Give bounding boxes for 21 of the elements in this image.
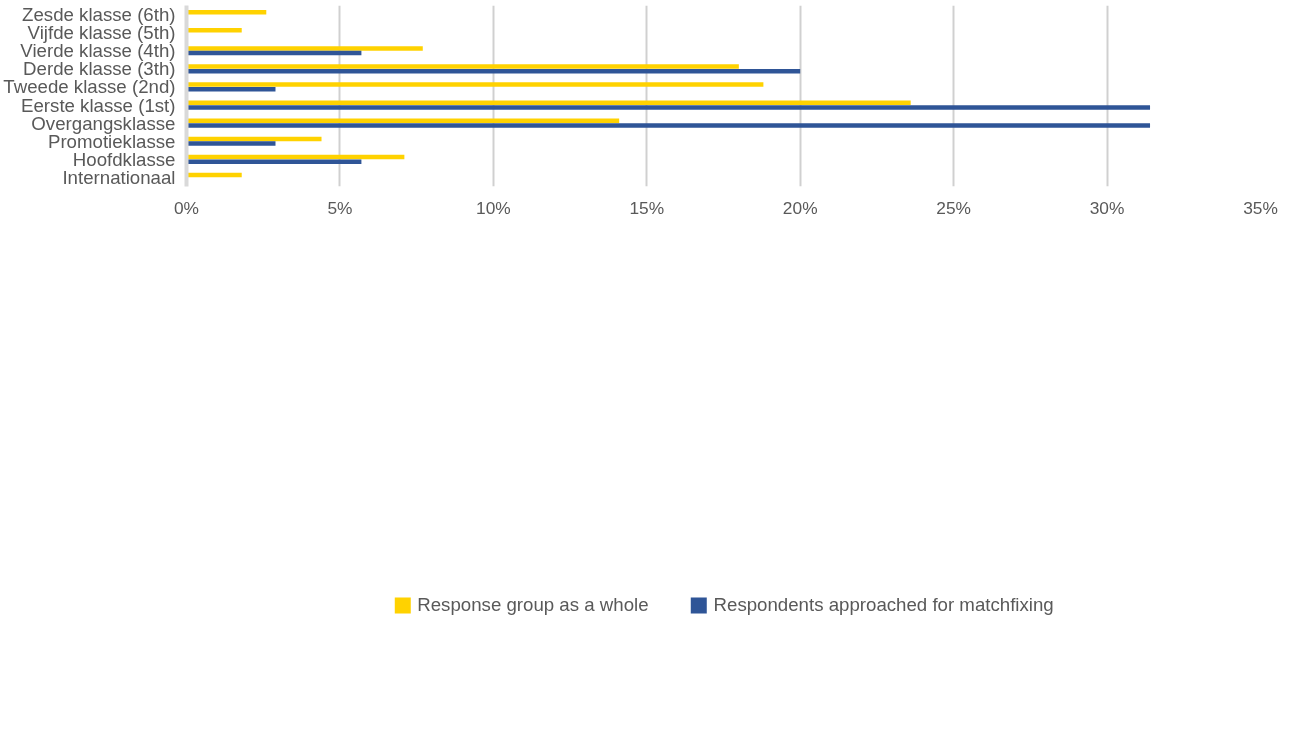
x-tick-label: 30% bbox=[1089, 197, 1125, 218]
x-tick-label: 5% bbox=[327, 197, 353, 218]
x-tick-label: 10% bbox=[476, 197, 511, 218]
bar bbox=[186, 141, 276, 146]
bar bbox=[186, 64, 739, 69]
legend-label: Response group as a whole bbox=[417, 593, 649, 616]
bar bbox=[186, 123, 1151, 128]
bar bbox=[186, 82, 764, 87]
bar bbox=[186, 159, 362, 164]
x-tick-label: 0% bbox=[173, 197, 200, 218]
bar bbox=[186, 105, 1151, 110]
legend-label: Respondents approached for matchfixing bbox=[713, 593, 1054, 616]
x-tick-label: 25% bbox=[936, 197, 971, 218]
x-tick-label: 20% bbox=[782, 197, 818, 218]
bar bbox=[186, 100, 911, 105]
bar bbox=[186, 46, 423, 51]
bar bbox=[186, 28, 242, 33]
x-tick-label: 35% bbox=[1243, 197, 1278, 218]
x-tick-label: 15% bbox=[629, 197, 665, 218]
y-tick-label: Zesde klasse (6th) bbox=[22, 4, 176, 26]
bar bbox=[186, 87, 276, 92]
